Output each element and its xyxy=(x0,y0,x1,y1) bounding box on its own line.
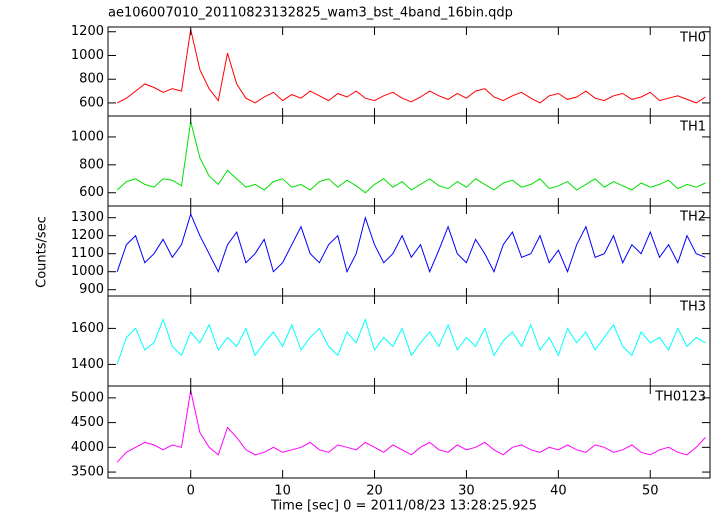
panel-frame xyxy=(107,115,711,207)
x-tick-label: 40 xyxy=(550,484,567,499)
y-tick-label: 1600 xyxy=(71,321,104,336)
panel-label: TH2 xyxy=(679,210,706,225)
y-tick-label: 5000 xyxy=(71,390,104,405)
panel-frame xyxy=(107,26,711,117)
y-tick-label: 1300 xyxy=(71,210,104,225)
y-tick-label: 600 xyxy=(79,95,104,110)
light-curve xyxy=(116,29,706,104)
y-tick-label: 800 xyxy=(79,157,104,172)
x-tick-label: 30 xyxy=(458,484,475,499)
light-curve xyxy=(116,390,706,463)
y-tick-label: 900 xyxy=(79,282,104,297)
y-tick-label: 1200 xyxy=(71,228,104,243)
y-tick-label: 800 xyxy=(79,72,104,87)
y-tick-label: 1000 xyxy=(71,48,104,63)
panel-label: TH0123 xyxy=(654,390,706,405)
x-tick-label: 50 xyxy=(642,484,659,499)
x-tick-label: 0 xyxy=(187,484,195,499)
y-tick-label: 1000 xyxy=(71,264,104,279)
y-tick-label: 1200 xyxy=(71,24,104,39)
y-tick-label: 4000 xyxy=(71,440,104,455)
chart-title: ae106007010_20110823132825_wam3_bst_4ban… xyxy=(108,6,513,21)
panel-frame xyxy=(107,385,711,479)
x-tick-label: 20 xyxy=(366,484,383,499)
y-tick-label: 600 xyxy=(79,185,104,200)
y-axis-label: Counts/sec xyxy=(35,216,50,288)
light-curve xyxy=(116,212,706,274)
light-curve xyxy=(116,121,706,194)
light-curve xyxy=(116,317,706,365)
y-tick-label: 1100 xyxy=(71,246,104,261)
y-tick-label: 4500 xyxy=(71,415,104,430)
x-axis-label: Time [sec] 0 = 2011/08/23 13:28:25.925 xyxy=(270,499,537,514)
x-tick-label: 10 xyxy=(274,484,291,499)
panel-label: TH3 xyxy=(679,300,706,315)
panel-label: TH0 xyxy=(679,31,706,46)
y-tick-label: 3500 xyxy=(71,465,104,480)
y-tick-label: 1400 xyxy=(71,357,104,372)
panel-label: TH1 xyxy=(679,120,706,135)
y-tick-label: 1000 xyxy=(71,129,104,144)
